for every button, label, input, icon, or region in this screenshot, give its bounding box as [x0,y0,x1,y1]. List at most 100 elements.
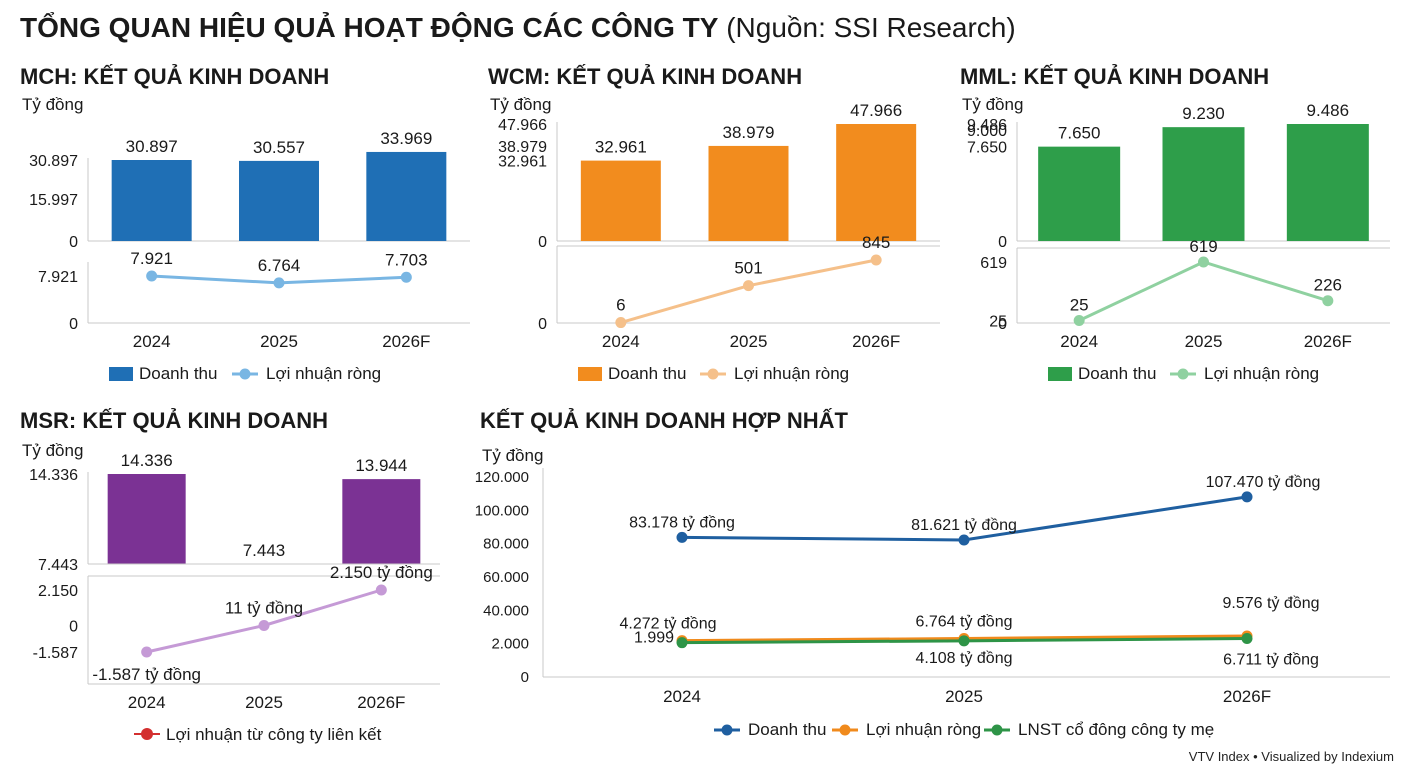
msr-unit-label: Tỷ đồng [22,441,83,460]
mch-bar-data-label: 30.897 [126,137,178,156]
msr-profit-point [375,584,387,596]
total-legend-parent-label: LNST cổ đông công ty mẹ [1018,720,1214,739]
total-category-label: 2026F [1223,687,1271,706]
total-legend-revenue-swatch-dot [721,724,733,736]
page-title-text: TỔNG QUAN HIỆU QUẢ HOẠT ĐỘNG CÁC CÔNG TY [20,12,719,43]
mml-legend-profit-label: Lợi nhuận ròng [1204,364,1319,383]
total-data-label: 6.764 tỷ đồng [916,613,1013,630]
msr-legend-label: Lợi nhuận từ công ty liên kết [166,725,382,744]
wcm-bar [580,160,661,241]
total-data-label: 81.621 tỷ đồng [911,517,1017,534]
wcm-legend-revenue-swatch [578,367,602,381]
mch-category-label: 2026F [382,332,430,351]
msr-bar [342,479,421,564]
wcm-bar [836,124,917,241]
wcm-bar-tick-label: 47.966 [498,117,547,134]
mml-line-tick-label: 25 [989,314,1007,331]
total-data-label: 9.576 tỷ đồng [1223,595,1320,612]
mml-bar-tick-label: 9.000 [967,123,1007,140]
total-series-point [958,635,970,647]
total-legend-profit-label: Lợi nhuận ròng [866,720,981,739]
mml-panel-title: MML: KẾT QUẢ KINH DOANH [960,64,1270,89]
wcm-profit-point [870,254,882,266]
total-series-point [958,534,970,546]
mml-profit-data-label: 226 [1314,276,1342,295]
wcm-profit-data-label: 6 [616,296,625,315]
total-series-point [676,637,688,649]
wcm-legend-profit-swatch-dot [707,368,719,380]
wcm-bar-tick-label: 32.961 [498,154,547,171]
mml-profit-point [1073,315,1085,327]
page-source: (Nguồn: SSI Research) [726,12,1016,43]
total-legend-profit-swatch-dot [839,724,851,736]
total-y-tick-label: 2.000 [491,636,529,653]
total-y-tick-label: 60.000 [483,569,529,586]
wcm-category-label: 2025 [730,332,768,351]
total-y-tick-label: 80.000 [483,536,529,553]
mml-bar-tick-label: 9.486 [967,117,1007,134]
mch-bar-data-label: 30.557 [253,138,305,157]
total-category-label: 2025 [945,687,983,706]
wcm-bar-data-label: 38.979 [723,123,775,142]
mch-bar [366,151,447,241]
wcm-profit-point [615,317,627,329]
msr-line-tick-label: 2.150 [38,583,78,600]
msr-bar-tick-label: 7.443 [38,557,78,574]
mml-profit-data-label: 619 [1189,237,1217,256]
total-y-tick-label: 100.000 [475,502,529,519]
mch-profit-data-label: 7.921 [130,249,173,268]
msr-profit-point [258,619,270,631]
total-unit-label: Tỷ đồng [482,446,543,465]
mch-bar [111,160,192,241]
mml-category-label: 2025 [1185,332,1223,351]
mch-bar-tick-label: 30.897 [29,153,78,170]
mml-profit-line [1078,260,1329,322]
wcm-bar-data-label: 47.966 [850,101,902,120]
mch-bar-tick-label: 15.997 [29,192,78,209]
wcm-bar-data-label: 32.961 [595,138,647,157]
mml-legend-revenue-label: Doanh thu [1078,364,1156,383]
msr-profit-point [141,646,153,658]
total-data-label: 4.108 tỷ đồng [916,650,1013,667]
mch-panel-title: MCH: KẾT QUẢ KINH DOANH [20,64,330,89]
mml-profit-point [1322,295,1334,307]
msr-profit-data-label: 2.150 tỷ đồng [330,563,433,582]
mch-category-label: 2025 [260,332,298,351]
mml-line-tick-label: 0 [998,316,1007,333]
msr-line-tick-label: -1.587 [33,645,78,662]
mml-line-tick-label: 619 [980,255,1007,272]
msr-line-tick-label: 0 [69,619,78,636]
wcm-profit-data-label: 845 [862,233,890,252]
total-data-label: 107.470 tỷ đồng [1206,474,1321,491]
mch-category-label: 2024 [133,332,171,351]
mml-bar-tick-label: 0 [998,234,1007,251]
total-y-tick-label: 0 [521,669,529,686]
wcm-profit-data-label: 501 [734,259,762,278]
msr-profit-data-label: 11 tỷ đồng [225,598,303,617]
mch-profit-data-label: 6.764 [258,256,301,275]
wcm-line-tick-label: 0 [538,316,547,333]
mch-unit-label: Tỷ đồng [22,95,83,114]
mch-bar-tick-label: 0 [69,234,78,251]
total-y-tick-label: 120.000 [475,469,529,486]
mml-category-label: 2026F [1304,332,1352,351]
msr-bar-tick-label: 14.336 [29,467,78,484]
msr-category-label: 2026F [357,693,405,712]
total-category-label: 2024 [663,687,701,706]
mml-bar [1286,124,1369,241]
mch-legend-profit-swatch-dot [239,368,251,380]
msr-category-label: 2024 [128,693,166,712]
total-series-point [1241,491,1253,503]
total-legend-parent-swatch-dot [991,724,1003,736]
wcm-profit-point [743,280,754,292]
total-panel-title: KẾT QUẢ KINH DOANH HỢP NHẤT [480,408,848,433]
mch-line-tick-label: 0 [69,316,78,333]
msr-bar-data-label: 14.336 [121,451,173,470]
mch-profit-point [400,271,412,283]
mml-legend-revenue-swatch [1048,367,1072,381]
mch-profit-point [273,277,285,289]
total-data-label: 83.178 tỷ đồng [629,514,735,531]
wcm-bar-tick-label: 0 [538,234,547,251]
mch-line-tick-label: 7.921 [38,269,78,286]
